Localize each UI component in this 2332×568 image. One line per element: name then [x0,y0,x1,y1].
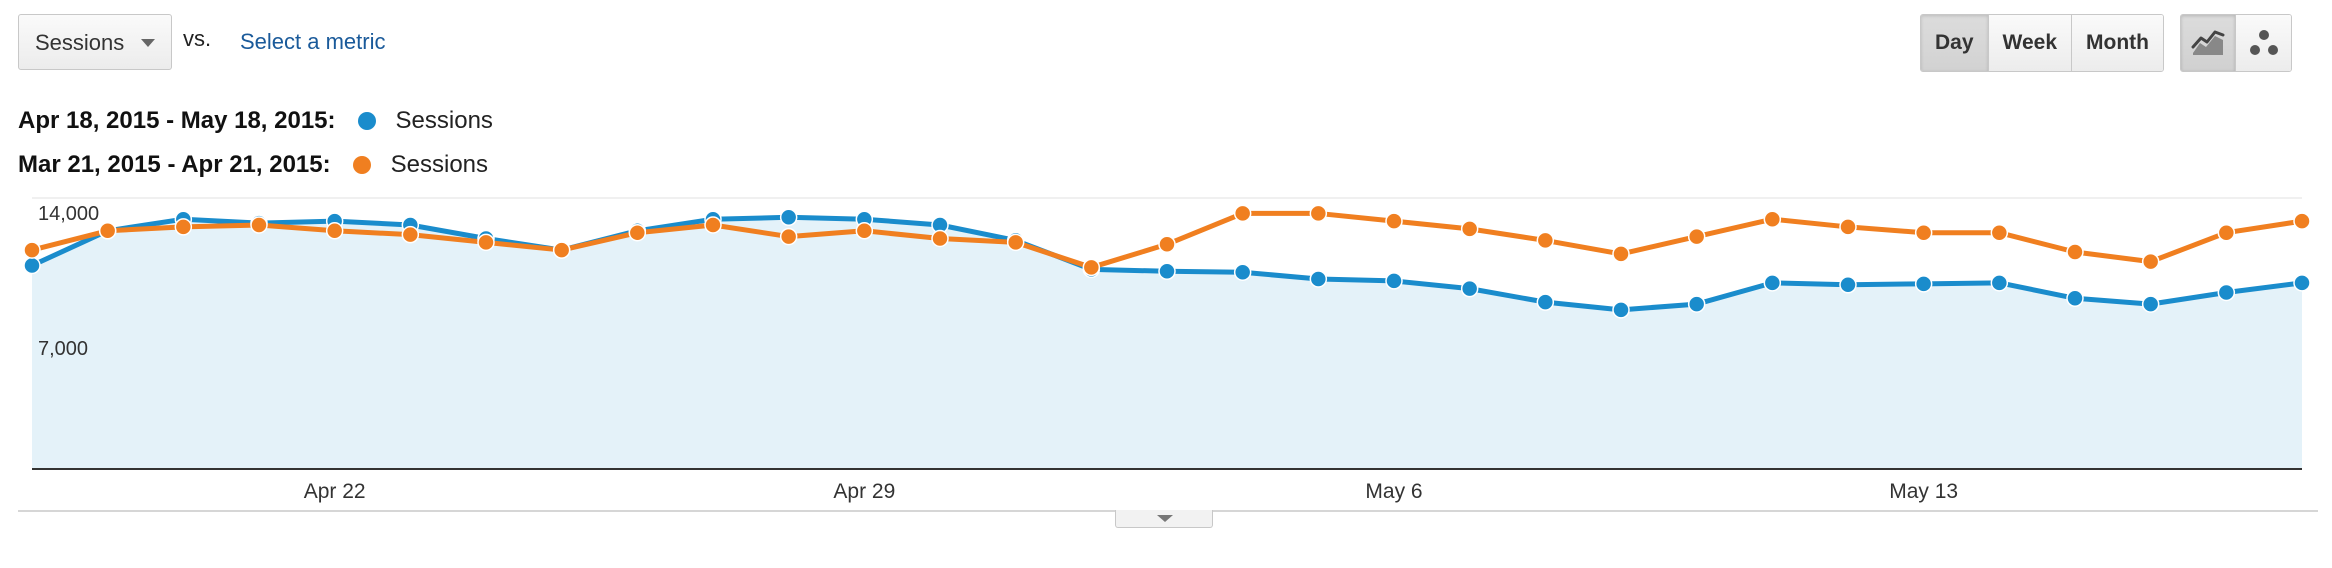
legend-dot [357,112,376,130]
chart-area [32,217,2302,468]
data-point [2141,295,2160,313]
week-button[interactable]: Week [1988,15,2073,71]
metric-select-label: Sessions [35,30,125,55]
data-point [2217,223,2236,242]
data-point [1990,223,2009,242]
data-point [628,223,647,242]
legend-series-label: Sessions [390,151,489,178]
legend-series-label: Sessions [395,107,493,134]
data-point [1763,274,1782,292]
line-chart-button[interactable] [2181,15,2236,71]
chevron-down-icon [141,39,155,47]
data-point [2066,243,2084,261]
y-tick-label: 14,000 [38,203,99,225]
x-tick-label: Apr 22 [304,480,366,503]
data-point [2141,252,2160,271]
data-point [1839,276,1857,294]
data-point [1536,293,1555,311]
data-point [779,227,798,246]
data-point [1460,220,1479,238]
data-point [1082,258,1101,277]
data-point [325,222,344,240]
data-point [2293,212,2311,230]
series-area [32,217,2302,468]
data-point [704,216,722,234]
data-point [1612,301,1630,319]
line-chart-icon [2191,30,2225,55]
legend-date-range: Mar 21, 2015 - Apr 21, 2015: [18,151,331,178]
y-tick-label: 7,000 [38,338,88,360]
data-point [779,208,798,227]
data-point [401,225,420,244]
data-point [1158,235,1176,254]
data-point [1385,272,1403,290]
vs-label: vs. [183,26,212,51]
data-point [2293,274,2311,292]
data-point [1536,231,1555,250]
chart-labels: 14,000 7,000 Apr 22 Apr 29 May 6 May 13 [38,203,1958,503]
data-point [1914,275,1933,293]
motion-chart-button[interactable] [2236,15,2291,71]
legend-date-range: Apr 18, 2015 - May 18, 2015: [18,107,336,134]
data-point [1914,223,1933,242]
data-point [1006,233,1025,252]
data-point [2066,289,2084,308]
legend-row-previous: Mar 21, 2015 - Apr 21, 2015: Sessions [18,150,488,180]
day-button[interactable]: Day [1921,15,1989,71]
data-point [1233,263,1252,281]
period-toggle: Day Week Month [1920,14,2164,72]
data-point [1839,218,1857,236]
chart-points [23,204,2311,319]
x-tick-label: May 6 [1365,480,1422,503]
chevron-down-icon [1157,515,1173,522]
data-point [1233,204,1252,223]
sessions-line-chart: 14,000 7,000 Apr 22 Apr 29 May 6 May 13 [23,197,2311,503]
select-metric-link[interactable]: Select a metric [240,29,386,54]
data-point [23,256,41,275]
metric-select[interactable]: Sessions [18,14,172,70]
data-point [477,233,495,252]
x-tick-label: Apr 29 [833,480,895,503]
data-point [1990,274,2009,292]
x-tick-label: May 13 [1889,480,1958,503]
data-point [23,241,41,259]
data-point [552,241,571,259]
data-point [250,216,268,234]
data-point [1612,245,1630,263]
data-point [1763,210,1782,228]
data-point [1385,212,1403,230]
data-point [1158,262,1176,281]
data-point [1309,204,1328,223]
legend-row-current: Apr 18, 2015 - May 18, 2015: Sessions [18,106,493,136]
legend-dot [352,156,371,174]
data-point [98,222,117,240]
data-point [855,222,874,240]
data-point [2217,283,2236,302]
chart-type-toggle [2180,14,2292,72]
data-point [1309,270,1328,288]
motion-chart-icon [2249,30,2278,55]
data-point [174,218,193,236]
data-point [1687,295,1706,313]
expand-chart-handle[interactable] [1115,510,1213,528]
month-button[interactable]: Month [2072,15,2163,71]
data-point [1460,279,1479,298]
data-point [931,229,949,248]
data-point [1687,227,1706,246]
